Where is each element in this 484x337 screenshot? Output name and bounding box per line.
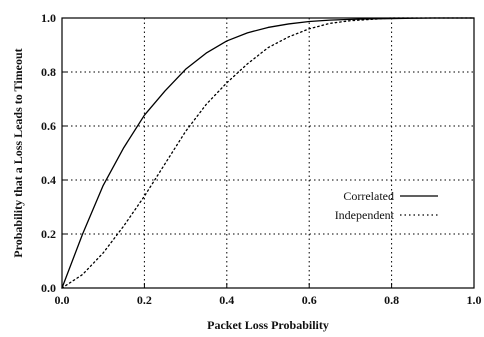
y-tick-label: 0.0: [41, 281, 56, 295]
x-tick-label: 0.6: [302, 293, 317, 307]
plot-frame: [61, 17, 475, 289]
y-tick-label: 0.8: [41, 65, 56, 79]
x-axis-label: Packet Loss Probability: [207, 318, 329, 332]
legend-label-correlated: Correlated: [343, 189, 394, 203]
x-tick-label: 0.8: [384, 293, 399, 307]
y-tick-label: 0.6: [41, 119, 56, 133]
x-tick-label: 0.2: [137, 293, 152, 307]
series-line-independent: [61, 17, 475, 289]
y-axis-ticks: 0.0 0.2 0.4 0.6 0.8 1.0: [41, 11, 67, 295]
grid: [62, 18, 474, 288]
y-tick-label: 1.0: [41, 11, 56, 25]
y-tick-label: 0.2: [41, 227, 56, 241]
legend-label-independent: Independent: [335, 208, 395, 222]
plot-area: [62, 18, 474, 288]
y-tick-label: 0.4: [41, 173, 56, 187]
x-tick-label: 0.4: [219, 293, 234, 307]
x-axis-ticks: 0.0 0.2 0.4 0.6 0.8 1.0: [55, 283, 482, 307]
x-tick-label: 0.0: [55, 293, 70, 307]
legend: Correlated Independent: [335, 189, 438, 222]
x-tick-label: 1.0: [467, 293, 482, 307]
y-axis-label: Probability that a Loss Leads to Timeout: [11, 48, 25, 257]
